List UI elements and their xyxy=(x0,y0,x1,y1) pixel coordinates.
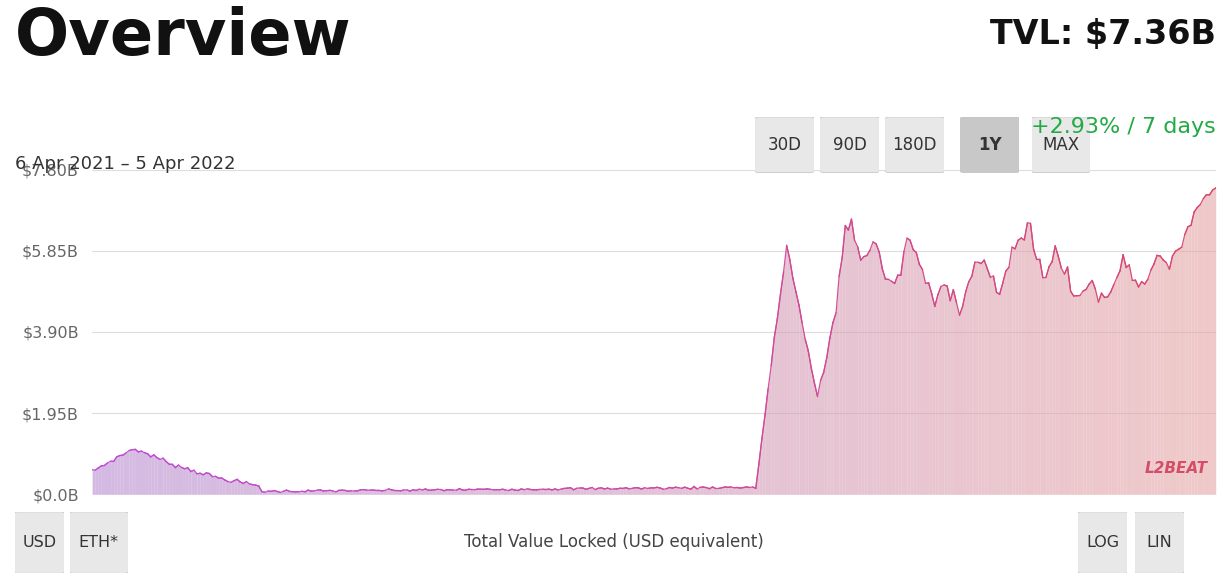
FancyBboxPatch shape xyxy=(754,117,815,173)
Text: Total Value Locked (USD equivalent): Total Value Locked (USD equivalent) xyxy=(464,534,764,551)
FancyBboxPatch shape xyxy=(1030,117,1092,173)
Text: 90D: 90D xyxy=(833,136,867,154)
Text: 180D: 180D xyxy=(893,136,937,154)
FancyBboxPatch shape xyxy=(69,512,129,573)
Text: MAX: MAX xyxy=(1043,136,1079,154)
FancyBboxPatch shape xyxy=(1077,512,1129,573)
FancyBboxPatch shape xyxy=(1133,512,1185,573)
Text: ETH*: ETH* xyxy=(79,535,119,550)
Text: LIN: LIN xyxy=(1147,535,1172,550)
FancyBboxPatch shape xyxy=(14,512,65,573)
Text: USD: USD xyxy=(22,535,56,550)
FancyBboxPatch shape xyxy=(959,117,1020,173)
Text: TVL: $7.36B: TVL: $7.36B xyxy=(990,18,1216,50)
Text: L2BEAT: L2BEAT xyxy=(1144,462,1208,476)
Text: LOG: LOG xyxy=(1087,535,1119,550)
FancyBboxPatch shape xyxy=(819,117,880,173)
Text: 1Y: 1Y xyxy=(977,136,1002,154)
Text: 30D: 30D xyxy=(768,136,802,154)
Text: +2.93% / 7 days: +2.93% / 7 days xyxy=(1032,117,1216,137)
Text: 6 Apr 2021 – 5 Apr 2022: 6 Apr 2021 – 5 Apr 2022 xyxy=(15,155,236,173)
Text: Overview: Overview xyxy=(15,6,351,68)
FancyBboxPatch shape xyxy=(884,117,946,173)
